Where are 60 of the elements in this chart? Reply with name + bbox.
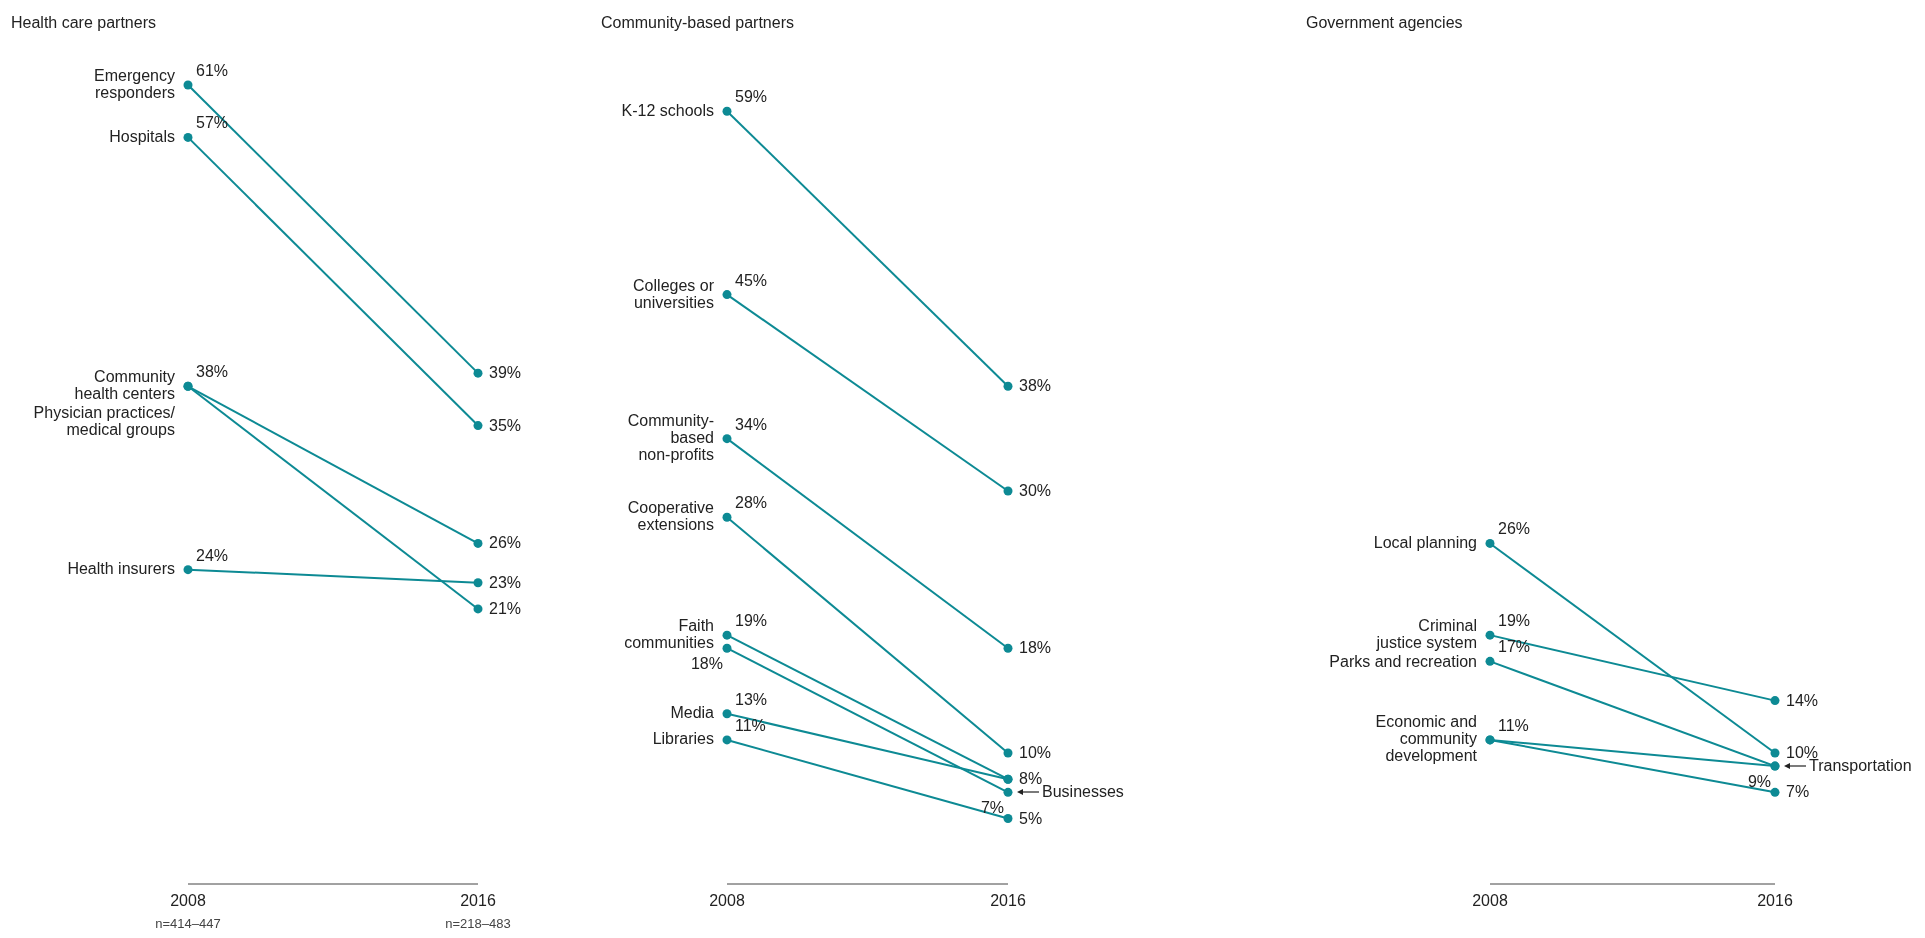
data-label: 61% bbox=[196, 62, 229, 79]
chart-title: Government agencies bbox=[1306, 14, 1463, 32]
series-label: Community- based non-profits bbox=[627, 412, 714, 464]
data-label: 11% bbox=[1498, 716, 1529, 734]
series-label: Colleges or universities bbox=[633, 276, 715, 311]
data-label: 9% bbox=[1747, 773, 1771, 791]
data-label: 26% bbox=[1498, 520, 1531, 538]
data-label: 5% bbox=[1019, 809, 1043, 827]
x-tick-label: 2016 bbox=[460, 892, 496, 909]
x-tick-label: 2008 bbox=[170, 892, 206, 909]
data-label: 30% bbox=[1019, 482, 1052, 500]
data-label: 7% bbox=[980, 799, 1004, 817]
data-label: 17% bbox=[1498, 638, 1531, 656]
series-label: Community health centers bbox=[74, 368, 175, 403]
chart-title: Community-based partners bbox=[601, 14, 794, 32]
data-label: 59% bbox=[735, 88, 768, 106]
series-label: Faith communities bbox=[624, 617, 714, 652]
x-tick-label: 2016 bbox=[990, 892, 1026, 909]
data-label: 34% bbox=[735, 415, 768, 433]
series-label: K-12 schools bbox=[621, 101, 714, 119]
series-label: Media bbox=[670, 704, 715, 722]
data-label: 19% bbox=[1498, 612, 1531, 630]
annotation: Businesses bbox=[1042, 783, 1124, 802]
series-label: Local planning bbox=[1373, 533, 1477, 551]
series-label: Libraries bbox=[652, 730, 714, 748]
series-label: Parks and recreation bbox=[1329, 653, 1477, 671]
data-label: 10% bbox=[1019, 744, 1052, 762]
series-label: Criminal justice system bbox=[1375, 617, 1477, 652]
data-label: 13% bbox=[735, 690, 768, 708]
data-label: 18% bbox=[690, 655, 723, 673]
x-tick-label: 2008 bbox=[709, 892, 745, 909]
data-label: 24% bbox=[196, 546, 229, 564]
data-label: 18% bbox=[1019, 639, 1052, 657]
data-label: 38% bbox=[196, 363, 229, 381]
data-label: 57% bbox=[196, 114, 229, 132]
series-label: Economic and community development bbox=[1375, 713, 1478, 765]
data-label: 21% bbox=[489, 599, 522, 617]
series-label: Health insurers bbox=[67, 560, 175, 578]
data-label: 23% bbox=[489, 573, 522, 591]
text: n=414–447 bbox=[155, 916, 221, 931]
text: n=218–483 bbox=[445, 916, 511, 931]
data-label: 7% bbox=[1786, 783, 1810, 801]
data-label: 45% bbox=[735, 271, 768, 289]
series-label: Hospitals bbox=[109, 127, 175, 145]
data-label: 19% bbox=[735, 612, 768, 630]
data-label: 26% bbox=[489, 534, 522, 552]
annotation: Transportation bbox=[1809, 757, 1912, 776]
data-label: 39% bbox=[489, 364, 522, 382]
data-label: 8% bbox=[1019, 770, 1043, 788]
series-label: Physician practices/ medical groups bbox=[33, 404, 176, 439]
series-label: Emergency responders bbox=[94, 67, 175, 101]
data-label: 35% bbox=[489, 416, 522, 434]
x-tick-label: 2016 bbox=[1757, 892, 1793, 909]
data-label: 28% bbox=[735, 494, 768, 512]
x-tick-label: 2008 bbox=[1472, 892, 1508, 909]
data-label: 14% bbox=[1786, 691, 1819, 709]
chart-title: Health care partners bbox=[11, 14, 156, 32]
data-label: 11% bbox=[735, 716, 766, 734]
series-label: Cooperative extensions bbox=[627, 499, 715, 534]
data-label: 38% bbox=[1019, 377, 1052, 395]
